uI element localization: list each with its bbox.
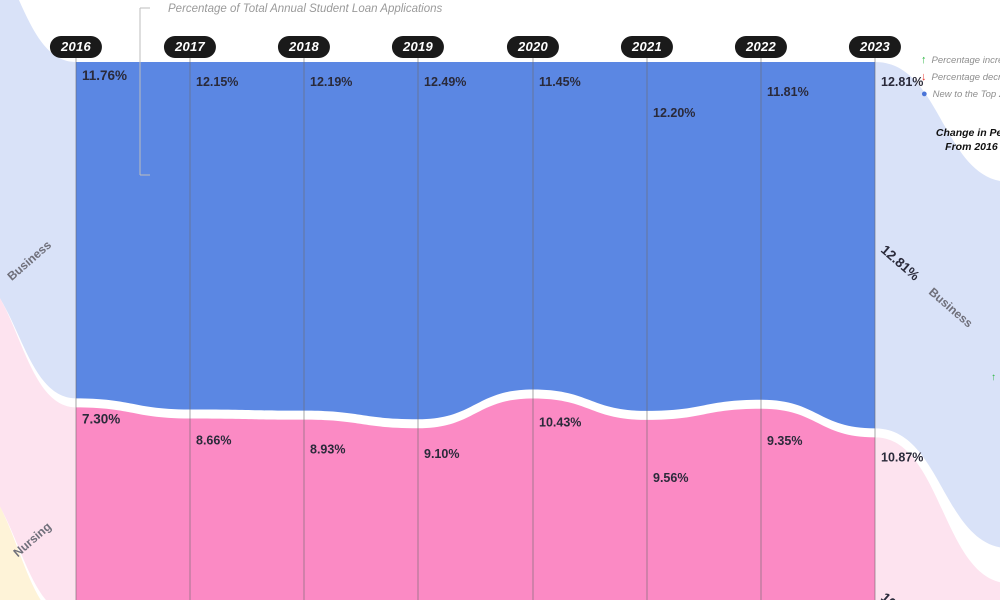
year-pill-2021[interactable]: 2021	[620, 36, 674, 58]
value-label-business-2023: 12.81%	[881, 75, 923, 89]
change-heading-line1: Change in Percentage	[935, 127, 1000, 139]
value-label-business-2017: 12.15%	[196, 75, 238, 89]
value-label-business-2019: 12.49%	[424, 75, 466, 89]
year-pill-2022[interactable]: 2022	[734, 36, 788, 58]
value-label-nursing-2023: 10.87%	[881, 450, 923, 464]
value-label-nursing-2017: 8.66%	[196, 433, 231, 447]
value-label-business-2018: 12.19%	[310, 75, 352, 89]
year-pill-2017[interactable]: 2017	[163, 36, 217, 58]
annotation-leader-line	[139, 7, 150, 176]
dot-icon: ●	[921, 88, 928, 100]
gridline-group	[75, 58, 876, 600]
value-label-nursing-2019: 9.10%	[424, 447, 459, 461]
value-label-business-2020: 11.45%	[539, 75, 581, 89]
legend: ↑ Percentage increase ↓ Percentage decre…	[921, 52, 1000, 103]
legend-item-decrease: ↓ Percentage decrease	[921, 69, 1000, 86]
year-pill-2016[interactable]: 2016	[49, 36, 103, 58]
value-label-nursing-2016: 7.30%	[82, 411, 120, 426]
arrow-down-icon: ↓	[921, 71, 927, 83]
year-pill-2019[interactable]: 2019	[391, 36, 445, 58]
legend-label-increase: Percentage increase	[931, 55, 1000, 66]
arrow-up-icon: ↑	[921, 54, 927, 66]
change-heading: Change in Percentage From 2016 to 2023	[921, 126, 1000, 154]
change-heading-line2: From 2016 to 2023	[945, 141, 1000, 154]
year-pill-2020[interactable]: 2020	[506, 36, 560, 58]
year-pill-2023[interactable]: 2023	[848, 36, 902, 58]
value-label-nursing-2020: 10.43%	[539, 415, 581, 429]
legend-label-decrease: Percentage decrease	[931, 72, 1000, 83]
legend-item-new: ● New to the Top 25	[921, 86, 1000, 103]
value-label-group: 11.76% 12.15% 12.19% 12.49% 11.45% 12.20% 11.8…	[82, 68, 923, 485]
chart-annotation-title: Percentage of Total Annual Student Loan …	[168, 3, 443, 15]
value-label-business-2021: 12.20%	[653, 106, 695, 120]
value-label-business-2016: 11.76%	[82, 68, 127, 83]
value-label-nursing-2022: 9.35%	[767, 434, 802, 448]
value-label-business-2022: 11.81%	[767, 85, 809, 99]
value-label-nursing-2018: 8.93%	[310, 443, 345, 457]
legend-item-increase: ↑ Percentage increase	[921, 52, 1000, 69]
year-pill-2018[interactable]: 2018	[277, 36, 331, 58]
value-label-nursing-2021: 9.56%	[653, 471, 688, 485]
legend-label-new: New to the Top 25	[932, 89, 1000, 100]
change-indicator-business: ↑	[991, 372, 996, 384]
